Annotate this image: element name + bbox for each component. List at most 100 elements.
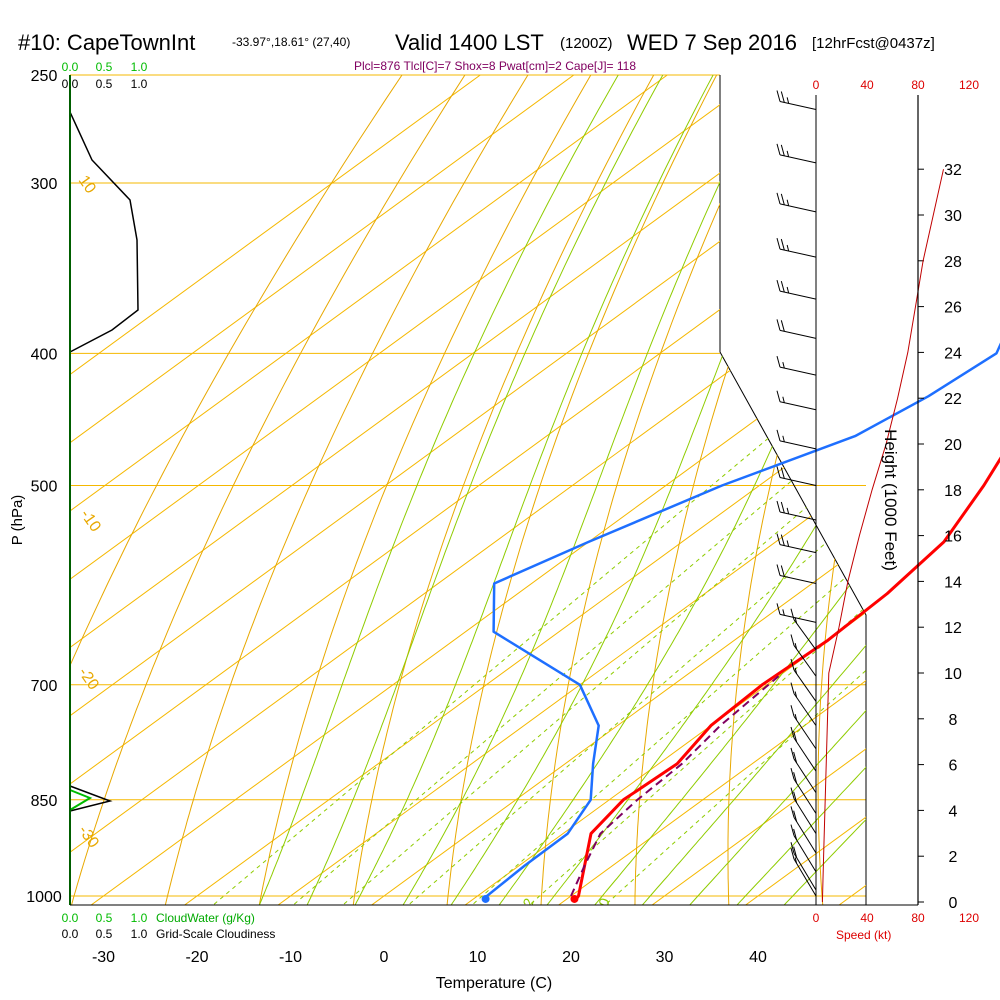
cloud-water-tick-bottom: 1.0 xyxy=(131,911,148,925)
wind-barb-staff xyxy=(779,511,817,521)
moist-adiabat-line xyxy=(343,75,727,905)
wind-barb xyxy=(790,787,817,834)
wind-barb-feather xyxy=(790,767,795,780)
cloudiness-tick-top: 0.5 xyxy=(96,77,113,91)
title-station: #10: CapeTownInt xyxy=(18,30,195,55)
moist-adiabat-line xyxy=(624,75,866,905)
wind-barb-feather xyxy=(793,828,798,841)
pressure-tick-label: 700 xyxy=(31,678,58,695)
isotherm-line xyxy=(437,75,866,905)
cloud-water-tick-top: 1.0 xyxy=(131,60,148,74)
wind-barb-feather xyxy=(776,143,781,156)
dry-adiabat-line xyxy=(70,75,482,905)
speed-tick-bottom: 40 xyxy=(860,911,874,925)
isotherm-label: 10 xyxy=(746,360,770,384)
wind-barb-staff xyxy=(793,817,817,854)
wind-barb-feather xyxy=(776,356,781,368)
wind-barb-half-feather xyxy=(782,609,785,616)
wind-barb xyxy=(776,143,817,164)
isotherm-line xyxy=(70,75,866,905)
wind-barb xyxy=(790,806,817,854)
wind-barb-half-feather xyxy=(786,97,790,104)
speed-tick-bottom: 120 xyxy=(959,911,979,925)
temperature-tick-label: 10 xyxy=(469,949,487,966)
wind-barb-half-feather xyxy=(782,361,785,369)
wind-barb-feather xyxy=(793,791,798,803)
pressure-tick-label: 400 xyxy=(31,346,58,363)
wind-barb-feather xyxy=(776,466,781,478)
mixing-ratio-line xyxy=(269,352,866,905)
pressure-tick-label: 1000 xyxy=(26,889,62,906)
isotherm-label: -30 xyxy=(75,823,102,852)
height-tick-label: 32 xyxy=(944,162,962,179)
wind-barb-half-feather xyxy=(794,643,798,650)
wind-barb xyxy=(776,279,817,300)
wind-barb-feather xyxy=(793,772,798,784)
wind-barb-half-feather xyxy=(782,435,785,442)
wind-barb xyxy=(776,564,817,585)
title-valid: Valid 1400 LST xyxy=(395,30,544,55)
cloudiness-profile-low xyxy=(69,785,113,812)
mixing-ratio-label: 12 xyxy=(517,896,537,916)
pressure-tick-label: 250 xyxy=(31,68,58,85)
wind-barb-feather xyxy=(793,846,798,858)
temperature-profile-line xyxy=(575,456,1000,900)
mixing-ratio-line xyxy=(506,352,866,905)
wind-barb-staff xyxy=(779,290,817,300)
isotherm-label: 30 xyxy=(839,538,863,562)
wind-barb-feather xyxy=(790,705,795,717)
isotherm-label: -10 xyxy=(77,507,104,536)
wind-barb-feather xyxy=(790,682,795,694)
dry-adiabat-line xyxy=(255,75,606,905)
wind-barb-feather xyxy=(776,279,781,292)
moist-adiabat-line xyxy=(531,75,866,905)
wind-barb-feather xyxy=(780,467,785,479)
wind-barb-half-feather xyxy=(794,857,798,864)
wind-barb-feather xyxy=(776,603,781,615)
isotherm-line xyxy=(70,75,608,905)
temperature-tick-label: 20 xyxy=(562,949,580,966)
mixing-ratio-label: 20 xyxy=(592,896,612,916)
moist-adiabat-line xyxy=(718,75,866,905)
dry-adiabat-line xyxy=(160,75,544,905)
title-date: WED 7 Sep 2016 xyxy=(627,30,797,55)
wind-barb-feather xyxy=(780,565,785,577)
title-coords: -33.97°,18.61° (27,40) xyxy=(232,35,350,49)
wind-barb xyxy=(790,658,817,702)
wind-barb xyxy=(790,767,817,814)
wind-barb-feather xyxy=(776,429,781,441)
height-tick-label: 6 xyxy=(949,758,958,775)
moist-adiabat-line xyxy=(577,75,866,905)
wind-barb-feather xyxy=(780,144,785,156)
wind-barb xyxy=(776,237,817,258)
dry-adiabat-line xyxy=(817,75,866,905)
cloud-water-tick-bottom: 0.5 xyxy=(96,911,113,925)
wind-barb-half-feather xyxy=(786,150,790,157)
wind-barb-staff xyxy=(793,715,817,750)
wind-barb-feather xyxy=(776,500,781,513)
height-tick-label: 24 xyxy=(944,345,962,362)
plot-right-boundary xyxy=(719,75,867,905)
wind-barb-staff xyxy=(779,575,817,585)
dry-adiabat-line xyxy=(444,75,730,905)
wind-barb-staff xyxy=(779,401,817,411)
height-tick-label: 26 xyxy=(944,300,962,317)
mixing-ratio-line xyxy=(385,352,866,905)
wind-barb-half-feather xyxy=(794,617,798,624)
cloud-water-profile xyxy=(69,789,93,811)
height-tick-label: 2 xyxy=(949,849,958,866)
temperature-tick-label: 40 xyxy=(749,949,767,966)
wind-barb xyxy=(790,705,817,750)
wind-barb-feather xyxy=(780,193,785,205)
moist-adiabat-line xyxy=(250,75,633,905)
title-forecast: [12hrFcst@0437z] xyxy=(812,35,935,52)
isotherm-line xyxy=(70,75,866,905)
wind-barb xyxy=(790,726,817,772)
temperature-tick-label: 30 xyxy=(656,949,674,966)
wind-barb-staff xyxy=(779,366,817,376)
wind-barb-feather xyxy=(793,810,798,822)
isotherm-line xyxy=(811,75,866,905)
isotherm-line xyxy=(344,75,866,905)
wind-barb-staff xyxy=(793,835,817,873)
